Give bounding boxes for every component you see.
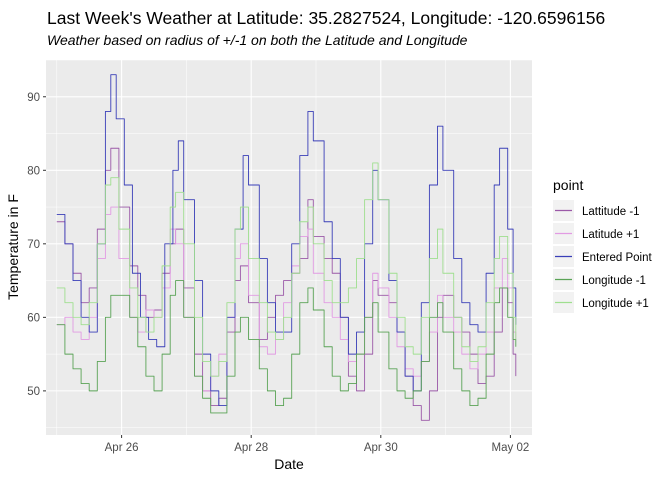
- legend-label: Entered Point: [582, 252, 652, 264]
- y-tick-label: 50: [27, 386, 40, 398]
- y-tick-label: 90: [27, 92, 40, 104]
- legend-label: Latitude +1: [582, 229, 639, 241]
- series-line-4: [56, 280, 517, 414]
- x-tick-label: Apr 30: [364, 442, 398, 454]
- y-tick-label: 80: [27, 165, 40, 177]
- y-tick-label: 70: [27, 239, 40, 251]
- legend: Lattitude -1 Latitude +1 Entered Point Long…: [553, 200, 652, 313]
- grid-major: [46, 60, 532, 435]
- x-axis: Apr 26 Apr 28 Apr 30 May 02: [105, 435, 530, 454]
- y-axis: 50 60 70 80 90: [27, 92, 46, 398]
- chart-subtitle: Weather based on radius of +/-1 on both …: [47, 32, 468, 48]
- y-tick-label: 60: [27, 312, 40, 324]
- series-layer: [56, 74, 517, 421]
- x-tick-label: Apr 28: [234, 442, 268, 454]
- legend-label: Longitude +1: [582, 298, 649, 310]
- legend-label: Lattitude -1: [582, 206, 640, 218]
- legend-label: Longitude -1: [582, 275, 646, 287]
- chart-title: Last Week's Weather at Latitude: 35.2827…: [47, 8, 605, 28]
- x-axis-label: Date: [274, 456, 304, 472]
- plot-panel: [46, 60, 532, 435]
- y-axis-label: Temperature in F: [5, 194, 21, 300]
- x-tick-label: Apr 26: [105, 442, 139, 454]
- legend-title: point: [553, 177, 583, 193]
- x-tick-label: May 02: [492, 442, 530, 454]
- series-line-5: [56, 162, 517, 377]
